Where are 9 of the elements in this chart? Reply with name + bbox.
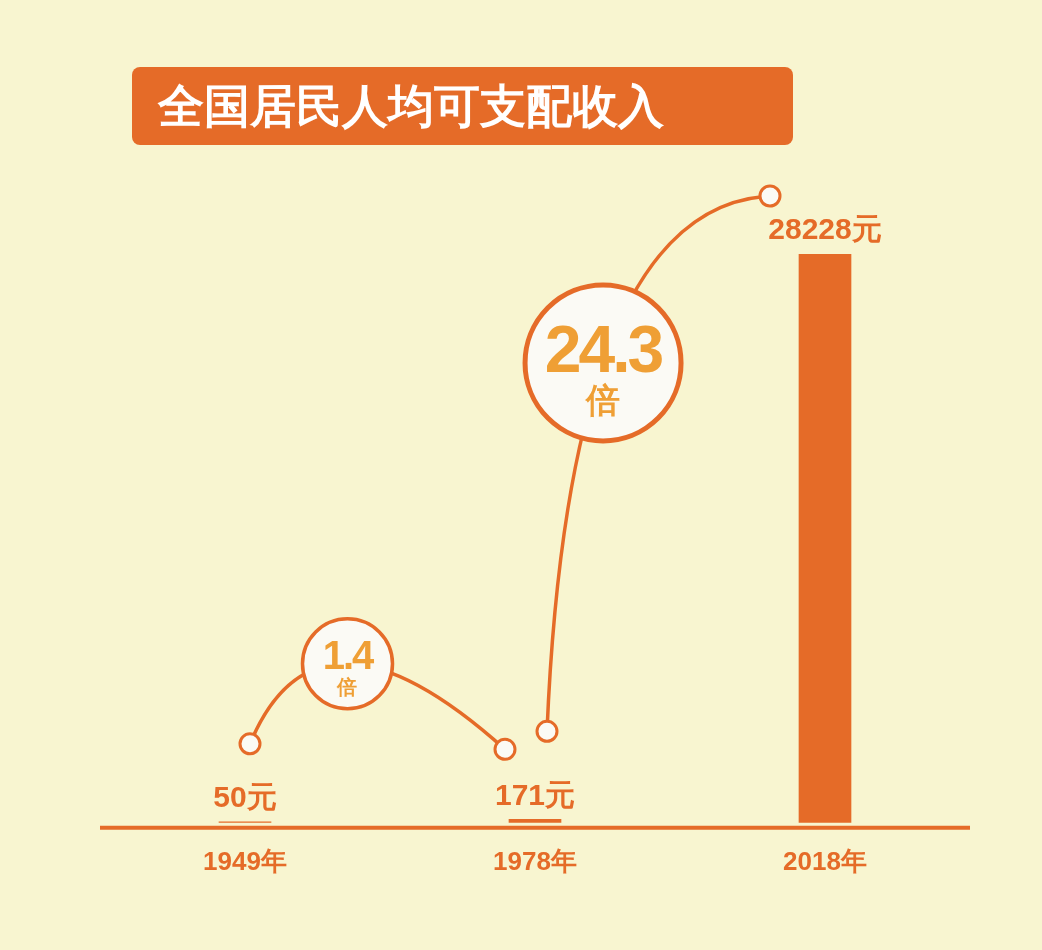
data-label: 50元	[213, 780, 277, 814]
x-tick-label: 1978年	[493, 845, 577, 876]
x-tick-label: 2018年	[783, 845, 867, 876]
annotation: 24.3倍	[544, 311, 662, 419]
annotation: 1.4倍	[322, 632, 373, 698]
chart-title: 全国居民人均可支配收入	[132, 67, 793, 145]
x-tick-label: 1949年	[203, 845, 287, 876]
data-label: 28228元	[768, 212, 882, 246]
data-label: 171元	[494, 777, 576, 811]
